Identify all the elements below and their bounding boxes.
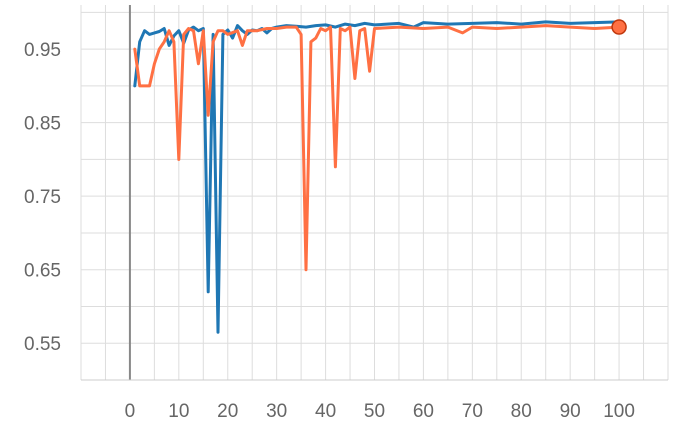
x-tick-label: 100 <box>603 401 635 422</box>
x-tick-label: 60 <box>413 401 434 422</box>
y-tick-label: 0.75 <box>24 187 61 208</box>
y-tick-label: 0.55 <box>24 334 61 355</box>
x-tick-label: 20 <box>217 401 238 422</box>
series-line-2 <box>133 24 621 272</box>
x-tick-label: 0 <box>125 401 136 422</box>
axes <box>81 5 668 381</box>
end-point-marker <box>611 19 627 35</box>
x-tick-label: 80 <box>511 401 532 422</box>
x-tick-label: 40 <box>315 401 336 422</box>
y-tick-label: 0.95 <box>24 40 61 61</box>
tick-labels: 0 10 20 30 40 50 60 70 80 90 100 0.55 0.65 0.75 0.85 0.… <box>24 40 635 422</box>
x-tick-label: 10 <box>168 401 189 422</box>
x-tick-label: 90 <box>560 401 581 422</box>
series-lines <box>133 19 627 334</box>
x-tick-label: 50 <box>364 401 385 422</box>
y-tick-label: 0.65 <box>24 261 61 282</box>
y-tick-label: 0.85 <box>24 114 61 135</box>
grid-lines <box>80 5 669 381</box>
x-tick-label: 70 <box>462 401 483 422</box>
x-tick-label: 30 <box>266 401 287 422</box>
series-line-1 <box>133 20 621 334</box>
